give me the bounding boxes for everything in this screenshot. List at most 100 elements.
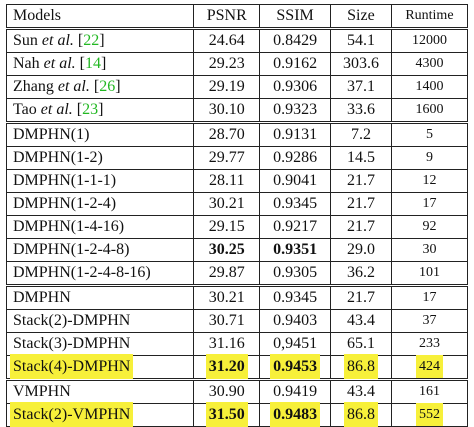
size-cell: 54.1 bbox=[330, 27, 392, 53]
model-name: Nah et al. [14] bbox=[13, 55, 106, 72]
runtime-cell: 161 bbox=[390, 378, 469, 404]
runtime-value: 424 bbox=[418, 358, 440, 375]
ssim-value: 0.9306 bbox=[273, 78, 318, 95]
psnr-cell: 29.23 bbox=[193, 52, 261, 76]
size-value: 21.7 bbox=[346, 172, 375, 189]
size-value: 303.6 bbox=[342, 55, 379, 72]
runtime-cell: 9 bbox=[390, 146, 469, 170]
table-row: Stack(2)-VMPHN 31.50 0.9483 86.8 552 bbox=[5, 403, 469, 427]
size-value: 14.5 bbox=[346, 149, 375, 166]
ssim-cell: 0.9345 bbox=[259, 284, 331, 310]
model-cell: VMPHN bbox=[5, 378, 195, 404]
size-cell: 86.8 bbox=[330, 403, 392, 427]
model-text: DMPHN(1-2-4-8-16) bbox=[13, 264, 151, 281]
table-row: Stack(3)-DMPHN 31.16 0,9451 65.1 233 bbox=[5, 332, 469, 356]
model-cell: Nah et al. [14] bbox=[5, 52, 195, 76]
ssim-value: 0.9351 bbox=[273, 241, 318, 258]
runtime-value: 233 bbox=[418, 336, 440, 351]
model-cell: DMPHN bbox=[5, 284, 195, 310]
model-text: DMPHN(1-1-1) bbox=[13, 172, 117, 189]
size-value: 43.4 bbox=[346, 383, 375, 400]
size-value: 21.7 bbox=[346, 289, 375, 306]
runtime-value: 1600 bbox=[415, 102, 444, 117]
size-value: 86.8 bbox=[346, 405, 375, 424]
size-cell: 21.7 bbox=[330, 284, 392, 310]
model-name: VMPHN bbox=[13, 383, 71, 400]
model-cell: Stack(3)-DMPHN bbox=[5, 332, 195, 356]
runtime-value: 12000 bbox=[411, 33, 447, 48]
ssim-cell: 0.9403 bbox=[259, 309, 331, 333]
model-text: [ bbox=[75, 55, 85, 72]
ssim-value: 0.9217 bbox=[273, 218, 318, 235]
psnr-value: 31.16 bbox=[208, 335, 245, 352]
model-cell: Stack(2)-DMPHN bbox=[5, 309, 195, 333]
model-text: et al. bbox=[43, 55, 76, 72]
model-name: DMPHN(1-2-4-8) bbox=[13, 241, 129, 258]
table-row: DMPHN(1-2) 29.77 0.9286 14.5 9 bbox=[5, 146, 469, 170]
ssim-cell: 0.9306 bbox=[259, 75, 331, 99]
ssim-value: 0.9162 bbox=[273, 55, 318, 72]
runtime-cell: 17 bbox=[390, 284, 469, 310]
size-value: 65.1 bbox=[346, 335, 375, 352]
column-header: SSIM bbox=[259, 4, 331, 29]
runtime-cell: 101 bbox=[390, 261, 469, 286]
model-name: Zhang et al. [26] bbox=[13, 78, 121, 95]
ssim-value: 0.9403 bbox=[273, 312, 318, 329]
column-header: Runtime bbox=[390, 4, 469, 29]
model-text: Stack(2)-VMPHN bbox=[13, 406, 131, 423]
table-row: Stack(4)-DMPHN 31.20 0.9453 86.8 424 bbox=[5, 355, 469, 380]
model-text: DMPHN(1-2-4) bbox=[13, 195, 117, 212]
runtime-cell: 12000 bbox=[390, 27, 469, 53]
ssim-value: 0,9451 bbox=[273, 335, 318, 352]
model-text: et al. bbox=[57, 78, 90, 95]
runtime-value: 37 bbox=[422, 313, 437, 328]
model-text: Stack(3)-DMPHN bbox=[13, 335, 131, 352]
size-cell: 29.0 bbox=[330, 238, 392, 262]
psnr-value: 28.11 bbox=[209, 172, 245, 189]
runtime-cell: 5 bbox=[390, 121, 469, 147]
psnr-value: 30.21 bbox=[208, 289, 245, 306]
ssim-cell: 0.9305 bbox=[259, 261, 331, 286]
psnr-cell: 31.20 bbox=[193, 355, 261, 380]
model-name: DMPHN(1-2) bbox=[13, 149, 103, 166]
model-text: 14 bbox=[84, 55, 101, 72]
model-cell: DMPHN(1-4-16) bbox=[5, 215, 195, 239]
size-cell: 14.5 bbox=[330, 146, 392, 170]
ssim-value: 0.9483 bbox=[273, 405, 318, 424]
runtime-cell: 233 bbox=[390, 332, 469, 356]
runtime-cell: 4300 bbox=[390, 52, 469, 76]
psnr-cell: 30.21 bbox=[193, 192, 261, 216]
psnr-cell: 30.10 bbox=[193, 98, 261, 123]
psnr-value: 24.64 bbox=[208, 32, 245, 49]
model-name: Sun et al. [22] bbox=[13, 32, 105, 49]
psnr-cell: 24.64 bbox=[193, 27, 261, 53]
model-name: Stack(4)-DMPHN bbox=[13, 357, 131, 376]
psnr-value: 31.20 bbox=[208, 357, 245, 376]
model-text: DMPHN(1-2-4-8) bbox=[13, 241, 130, 258]
ssim-value: 0.9453 bbox=[273, 357, 318, 376]
size-cell: 36.2 bbox=[330, 261, 392, 286]
model-text: DMPHN(1-2) bbox=[13, 149, 103, 166]
results-table: Models PSNR SSIM Size Runtime Sun et al. [22… bbox=[5, 4, 469, 427]
psnr-cell: 28.70 bbox=[193, 121, 261, 147]
runtime-cell: 17 bbox=[390, 192, 469, 216]
runtime-value: 5 bbox=[425, 127, 433, 142]
ssim-cell: 0.9162 bbox=[259, 52, 331, 76]
model-text: Stack(2)-DMPHN bbox=[13, 312, 131, 329]
model-cell: DMPHN(1-2-4-8) bbox=[5, 238, 195, 262]
runtime-value: 9 bbox=[425, 150, 433, 165]
ssim-value: 0.9131 bbox=[273, 126, 318, 143]
model-text: DMPHN(1-4-16) bbox=[13, 218, 125, 235]
size-value: 37.1 bbox=[346, 78, 375, 95]
column-header: Size bbox=[330, 4, 392, 29]
size-cell: 21.7 bbox=[330, 169, 392, 193]
runtime-value: 12 bbox=[422, 173, 437, 188]
psnr-value: 30.71 bbox=[208, 312, 245, 329]
table-row: DMPHN(1-2-4-8) 30.25 0.9351 29.0 30 bbox=[5, 238, 469, 262]
psnr-cell: 28.11 bbox=[193, 169, 261, 193]
model-text: VMPHN bbox=[13, 383, 71, 400]
model-text: ] bbox=[115, 78, 121, 95]
model-text: ] bbox=[98, 101, 104, 118]
table-row: Nah et al. [14] 29.23 0.9162 303.6 4300 bbox=[5, 52, 469, 76]
